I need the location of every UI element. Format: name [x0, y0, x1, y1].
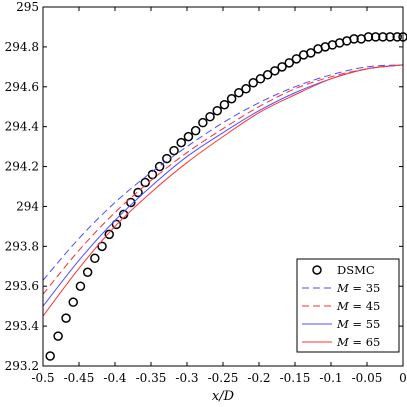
data-point	[162, 153, 172, 164]
x-tick-label: -0.4	[103, 371, 127, 385]
legend-label-part: M	[336, 281, 350, 295]
data-point	[82, 267, 93, 278]
data-point	[248, 78, 258, 88]
x-tick-label: -0.25	[208, 371, 239, 385]
data-point	[126, 197, 136, 208]
legend-label-part: = 35	[349, 281, 381, 295]
data-point	[45, 351, 55, 361]
series-line-m-45	[42, 64, 404, 295]
data-point	[198, 117, 208, 128]
x-tick-label: -0.35	[136, 371, 167, 385]
data-point	[205, 111, 215, 122]
x-tick-label: -0.2	[247, 371, 270, 385]
data-point	[190, 125, 201, 136]
data-point	[176, 137, 186, 148]
x-tick-label: -0.05	[352, 371, 383, 385]
data-point	[284, 58, 294, 68]
data-point	[104, 229, 114, 240]
data-point	[219, 99, 230, 110]
legend-label-part: M	[336, 317, 350, 331]
legend-label-part: = 55	[349, 317, 381, 331]
data-point	[154, 161, 165, 172]
data-point	[306, 48, 316, 58]
x-tick-label: -0.3	[175, 371, 198, 385]
data-point	[349, 34, 359, 44]
data-point	[385, 32, 395, 42]
y-tick-label: 293.4	[5, 319, 40, 333]
legend-label-m-35: M = 35	[336, 281, 380, 295]
data-point	[363, 32, 374, 42]
x-axis-label: x/D	[212, 389, 235, 404]
data-point	[378, 32, 388, 42]
legend-marker-dsmc	[312, 265, 322, 275]
legend-label-part: DSMC	[337, 263, 375, 277]
data-point	[111, 219, 122, 230]
legend-label-m-65: M = 65	[336, 335, 380, 349]
y-tick-label: 294	[16, 199, 39, 213]
y-tick-label: 294.2	[5, 160, 39, 174]
y-tick-label: 293.6	[5, 279, 39, 293]
legend-label-dsmc: DSMC	[337, 263, 375, 277]
legend-label-part: M	[336, 335, 350, 349]
data-point	[370, 32, 381, 42]
data-point	[255, 74, 266, 84]
x-tick-label: -0.45	[64, 371, 95, 385]
series-line-m-65	[42, 64, 404, 317]
data-point	[68, 297, 78, 307]
legend-label-part: M	[336, 299, 350, 313]
data-point	[234, 88, 244, 98]
data-point	[270, 66, 280, 76]
data-point	[291, 54, 302, 64]
y-tick-label: 294.4	[5, 120, 40, 134]
data-point	[183, 131, 194, 142]
x-tick-label: -0.1	[319, 371, 342, 385]
y-tick-label: 293.8	[5, 239, 39, 253]
data-point	[226, 93, 237, 104]
data-point	[61, 313, 71, 323]
y-tick-label: 294.8	[5, 40, 39, 54]
series-line-m-35	[42, 64, 404, 281]
legend-label-m-45: M = 45	[336, 299, 380, 313]
x-tick-label: 0	[399, 371, 407, 385]
series-layer	[42, 32, 407, 361]
data-point	[241, 84, 251, 94]
data-point	[277, 62, 287, 72]
data-point	[75, 281, 86, 291]
x-tick-label: -0.5	[31, 371, 54, 385]
data-point	[262, 70, 273, 80]
legend-label-part: = 45	[349, 299, 381, 313]
y-tick-label: 294.6	[5, 80, 39, 94]
data-point	[392, 32, 402, 42]
data-point	[53, 331, 63, 341]
data-point	[212, 105, 222, 116]
y-tick-label: 293.2	[5, 359, 39, 373]
series-dsmc	[45, 32, 407, 361]
plot-frame	[42, 6, 404, 367]
legend-label-part: = 65	[349, 335, 381, 349]
data-point	[133, 187, 143, 198]
y-tick-label: 295	[16, 0, 39, 14]
legend-label-m-55: M = 55	[336, 317, 380, 331]
data-point	[97, 241, 107, 252]
x-tick-label: -0.15	[280, 371, 311, 385]
data-point	[90, 253, 100, 264]
tick-labels-layer: -0.5 -0.45 -0.4 -0.35 -0.3 -0.25 -0.2 -0.15 -0.1…	[5, 0, 407, 385]
data-point	[169, 145, 179, 156]
